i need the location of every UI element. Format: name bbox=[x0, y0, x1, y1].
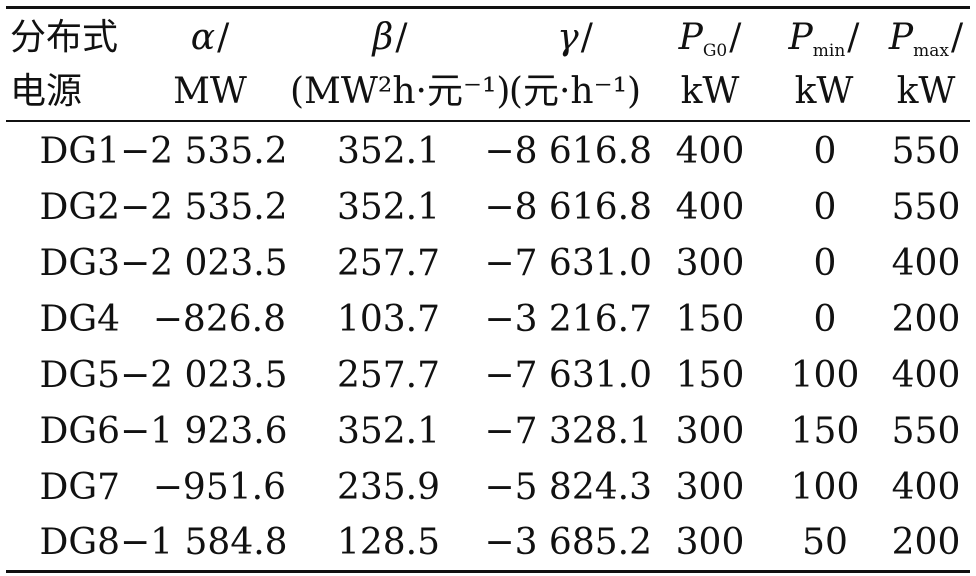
pg0-symbol: P bbox=[678, 17, 703, 58]
header-alpha-unit: MW bbox=[173, 71, 247, 112]
cell-pmin: 0 bbox=[813, 299, 837, 340]
pmin-subscript: min bbox=[812, 41, 846, 61]
cell-pmax: 200 bbox=[891, 299, 961, 340]
beta-slash: / bbox=[395, 17, 408, 58]
cell-gamma: −8 616.8 bbox=[484, 187, 652, 228]
table-row: DG3 −2 023.5 257.7 −7 631.0 300 0 400 bbox=[0, 236, 976, 292]
cell-pmin: 150 bbox=[790, 411, 860, 452]
table-row: DG7 −951.6 235.9 −5 824.3 300 100 400 bbox=[0, 460, 976, 516]
header-row-2: 电源 MW (MW²h·元⁻¹) (元·h⁻¹) kW kW kW bbox=[0, 64, 976, 120]
cell-pmax: 200 bbox=[891, 522, 961, 563]
header-pmin: Pmin/ bbox=[768, 10, 880, 66]
cell-pmin: 100 bbox=[790, 355, 860, 396]
cell-source-name: DG7 bbox=[39, 467, 120, 508]
cell-source-name: DG3 bbox=[39, 243, 120, 284]
cell-alpha: −1 584.8 bbox=[120, 522, 288, 563]
cell-pg0: 300 bbox=[675, 467, 745, 508]
cell-alpha: −826.8 bbox=[152, 299, 286, 340]
pmin-slash: / bbox=[847, 17, 860, 58]
cell-source-name: DG6 bbox=[39, 411, 120, 452]
cell-source-name: DG1 bbox=[39, 131, 120, 172]
cell-pmax: 400 bbox=[891, 355, 961, 396]
alpha-symbol: α bbox=[190, 17, 216, 58]
header-pmax: Pmax/ bbox=[876, 10, 976, 66]
pmax-slash: / bbox=[950, 17, 964, 58]
cell-beta: 352.1 bbox=[336, 411, 440, 452]
cell-beta: 257.7 bbox=[336, 355, 440, 396]
header-gamma-unit: (元·h⁻¹) bbox=[508, 71, 642, 112]
cell-pmax: 550 bbox=[891, 131, 961, 172]
header-beta: β/ bbox=[290, 10, 490, 66]
cell-source-name: DG4 bbox=[39, 299, 120, 340]
cell-gamma: −3 685.2 bbox=[484, 522, 652, 563]
cell-beta: 352.1 bbox=[336, 131, 440, 172]
cell-gamma: −7 631.0 bbox=[484, 355, 652, 396]
cell-source-name: DG2 bbox=[39, 187, 120, 228]
header-pg0: PG0/ bbox=[660, 10, 760, 66]
header-pmax-unit: kW bbox=[896, 71, 956, 112]
cell-beta: 257.7 bbox=[336, 243, 440, 284]
cell-pg0: 400 bbox=[675, 187, 745, 228]
cell-beta: 352.1 bbox=[336, 187, 440, 228]
cell-pmin: 0 bbox=[813, 243, 837, 284]
header-source-line2: 电源 bbox=[10, 71, 83, 112]
cell-pmax: 400 bbox=[891, 243, 961, 284]
cell-source-name: DG5 bbox=[39, 355, 120, 396]
cell-gamma: −7 328.1 bbox=[484, 411, 652, 452]
pg0-slash: / bbox=[729, 17, 742, 58]
cell-gamma: −7 631.0 bbox=[484, 243, 652, 284]
gamma-slash: / bbox=[580, 17, 593, 58]
header-pmin-unit: kW bbox=[794, 71, 854, 112]
cell-alpha: −2 535.2 bbox=[120, 187, 288, 228]
alpha-slash: / bbox=[217, 17, 230, 58]
cell-beta: 235.9 bbox=[336, 467, 440, 508]
cell-beta: 128.5 bbox=[336, 522, 440, 563]
cell-pg0: 300 bbox=[675, 522, 745, 563]
header-row-1: 分布式 α/ β/ γ/ PG0/ Pmin/ Pmax/ bbox=[0, 10, 976, 66]
cell-pmin: 0 bbox=[813, 187, 837, 228]
header-separator-rule bbox=[6, 120, 970, 122]
gamma-symbol: γ bbox=[557, 17, 579, 58]
cell-pg0: 150 bbox=[675, 299, 745, 340]
cell-pmin: 0 bbox=[813, 131, 837, 172]
header-alpha: α/ bbox=[130, 10, 290, 66]
cell-alpha: −951.6 bbox=[152, 467, 286, 508]
table-bottom-rule bbox=[6, 570, 970, 573]
table-row: DG4 −826.8 103.7 −3 216.7 150 0 200 bbox=[0, 292, 976, 348]
cell-pg0: 400 bbox=[675, 131, 745, 172]
cell-beta: 103.7 bbox=[336, 299, 440, 340]
table-row: DG5 −2 023.5 257.7 −7 631.0 150 100 400 bbox=[0, 348, 976, 404]
table-row: DG1 −2 535.2 352.1 −8 616.8 400 0 550 bbox=[0, 124, 976, 180]
cell-pmax: 550 bbox=[891, 187, 961, 228]
cell-pmax: 400 bbox=[891, 467, 961, 508]
cell-gamma: −5 824.3 bbox=[484, 467, 652, 508]
beta-symbol: β bbox=[372, 17, 394, 58]
cell-pmax: 550 bbox=[891, 411, 961, 452]
cell-gamma: −8 616.8 bbox=[484, 131, 652, 172]
cell-alpha: −2 023.5 bbox=[120, 243, 288, 284]
table-row: DG6 −1 923.6 352.1 −7 328.1 300 150 550 bbox=[0, 404, 976, 460]
cell-pg0: 300 bbox=[675, 243, 745, 284]
cell-pg0: 300 bbox=[675, 411, 745, 452]
cell-pmin: 100 bbox=[790, 467, 860, 508]
pmax-symbol: P bbox=[888, 17, 914, 58]
cell-pg0: 150 bbox=[675, 355, 745, 396]
header-pg0-unit: kW bbox=[680, 71, 740, 112]
cell-pmin: 50 bbox=[802, 522, 848, 563]
cell-alpha: −2 023.5 bbox=[120, 355, 288, 396]
cell-alpha: −2 535.2 bbox=[120, 131, 288, 172]
cell-gamma: −3 216.7 bbox=[484, 299, 652, 340]
header-source-line1: 分布式 bbox=[10, 17, 119, 58]
header-beta-unit: (MW²h·元⁻¹) bbox=[290, 71, 511, 112]
pmax-subscript: max bbox=[913, 41, 949, 61]
table-row: DG2 −2 535.2 352.1 −8 616.8 400 0 550 bbox=[0, 180, 976, 236]
pmin-symbol: P bbox=[788, 17, 813, 58]
cell-alpha: −1 923.6 bbox=[120, 411, 288, 452]
cell-source-name: DG8 bbox=[39, 522, 120, 563]
header-gamma: γ/ bbox=[490, 10, 660, 66]
pg0-subscript: G0 bbox=[702, 41, 728, 61]
table-row: DG8 −1 584.8 128.5 −3 685.2 300 50 200 bbox=[0, 515, 976, 571]
table-top-rule bbox=[6, 6, 970, 9]
